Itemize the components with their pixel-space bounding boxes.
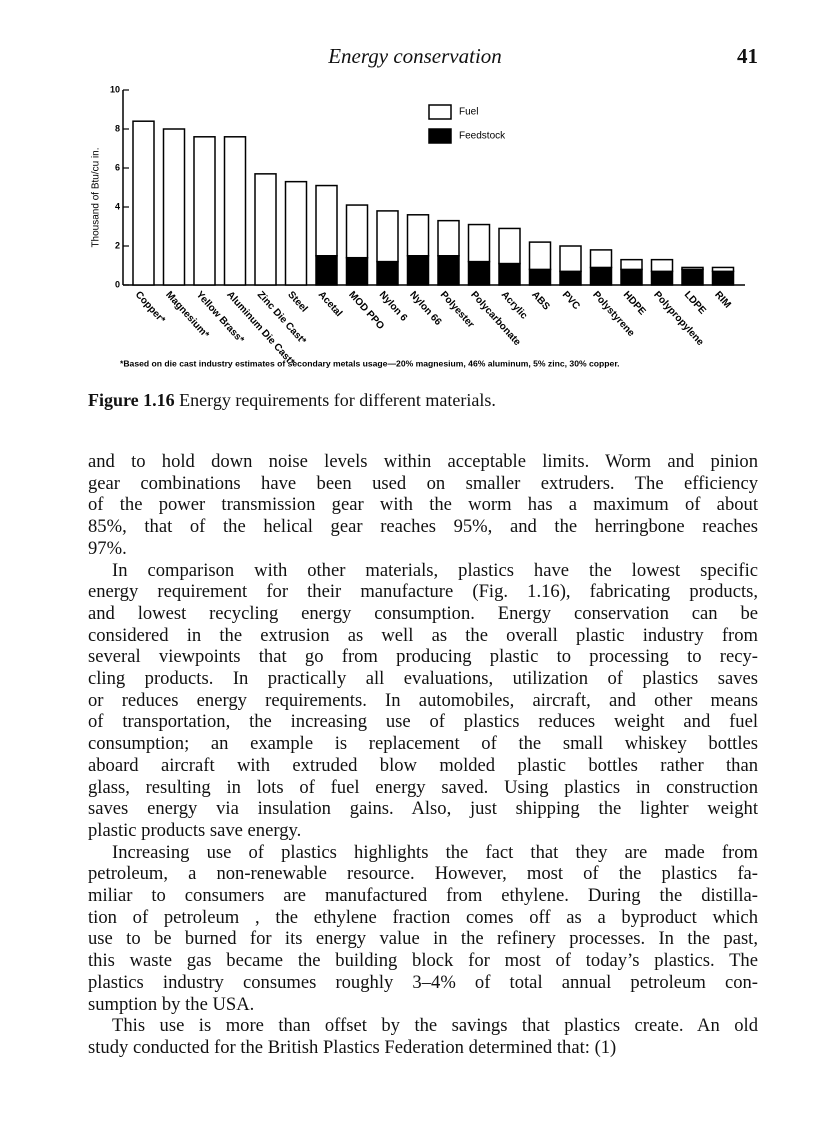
caption-label: Figure 1.16 xyxy=(88,390,175,410)
bar-segment xyxy=(559,270,582,286)
bar-segment xyxy=(162,128,186,286)
bar-segment xyxy=(711,270,735,286)
bar-segment xyxy=(315,255,338,286)
text-line: energy requirement for their manufacture… xyxy=(88,581,758,603)
bar-segment xyxy=(345,256,369,286)
bar-segment xyxy=(681,266,704,271)
text-line: In comparison with other materials, plas… xyxy=(112,559,758,581)
bar-segment xyxy=(711,266,735,273)
bar-segment xyxy=(620,258,643,271)
text-line: cling products. In practically all evalu… xyxy=(88,668,758,690)
text-line: considered in the extrusion as well as t… xyxy=(88,624,758,646)
bar-segment xyxy=(376,210,399,263)
bar-segment xyxy=(498,227,521,265)
text-line: or reduces energy requirements. In autom… xyxy=(88,689,758,711)
bar-segment xyxy=(437,219,460,257)
y-tick-label: 6 xyxy=(115,162,120,172)
y-tick-label: 0 xyxy=(115,279,120,289)
text-line: study conducted for the British Plastics… xyxy=(88,1036,617,1058)
text-line: aboard aircraft with extruded blow molde… xyxy=(88,754,758,776)
caption-text: Energy requirements for different materi… xyxy=(179,390,496,410)
y-tick-label: 8 xyxy=(115,123,120,133)
x-tick-label: PVC xyxy=(560,289,582,312)
bar-segment xyxy=(193,136,216,286)
bar-segment xyxy=(437,255,460,286)
text-line: several viewpoints that go from producin… xyxy=(88,646,758,668)
x-tick-label: RIM xyxy=(712,289,732,310)
x-tick-label: LDPE xyxy=(682,289,708,316)
bar-segment xyxy=(559,245,582,273)
x-tick-label: Copper* xyxy=(133,289,167,325)
bar-segment xyxy=(467,260,491,286)
running-title: Energy conservation xyxy=(328,44,502,68)
text-line: consumption; an example is replacement o… xyxy=(88,733,758,755)
figure-caption: Figure 1.16 Energy requirements for diff… xyxy=(88,390,496,411)
y-tick-label: 10 xyxy=(110,84,120,94)
bar-segment xyxy=(406,255,430,286)
text-line: use to be burned for its energy value in… xyxy=(88,928,758,950)
text-line: 85%, that of the helical gear reaches 95… xyxy=(88,516,758,538)
bar-segment xyxy=(345,204,369,259)
legend-label: Fuel xyxy=(459,107,478,118)
text-line: and lowest recycling energy consumption.… xyxy=(88,602,758,624)
bar-segment xyxy=(620,268,643,286)
bar-segment xyxy=(376,260,399,286)
x-tick-label: HDPE xyxy=(621,289,648,317)
bar-segment xyxy=(528,241,552,271)
y-tick-label: 2 xyxy=(115,240,120,250)
text-line: glass, resulting in lots of fuel energy … xyxy=(88,776,758,798)
bar-segment xyxy=(132,120,155,286)
x-tick-label: Steel xyxy=(285,289,309,314)
text-line: tion of petroleum , the ethylene fractio… xyxy=(88,906,758,928)
bar-segment xyxy=(528,268,552,286)
bar-segment xyxy=(406,214,430,257)
bar-segment xyxy=(315,184,338,257)
legend-swatch xyxy=(428,128,452,144)
text-line: miliar to consumers are manufactured fro… xyxy=(88,885,758,907)
text-line: and to hold down noise levels within acc… xyxy=(88,451,758,472)
bar-segment xyxy=(650,270,674,286)
bar-segment xyxy=(254,173,277,286)
bar-segment xyxy=(681,268,704,286)
bar-segment xyxy=(223,136,247,286)
y-axis-label: Thousand of Btu/cu in. xyxy=(91,147,102,247)
chart-footnote: *Based on die cast industry estimates of… xyxy=(120,358,620,368)
bar-segment xyxy=(284,180,308,286)
text-line: petroleum, a non-renewable resource. How… xyxy=(88,863,758,885)
bar-segment xyxy=(467,223,491,263)
text-line: sumption by the USA. xyxy=(88,993,255,1015)
bar-segment xyxy=(589,266,613,286)
text-line: plastics industry consumes roughly 3–4% … xyxy=(88,971,758,993)
legend-swatch xyxy=(428,104,452,120)
text-line: Increasing use of plastics highlights th… xyxy=(112,841,758,863)
text-line: This use is more than offset by the savi… xyxy=(112,1015,758,1037)
y-tick-label: 4 xyxy=(115,201,120,211)
text-line: this waste gas became the building block… xyxy=(88,950,758,972)
text-line: gear combinations have been used on smal… xyxy=(88,472,758,494)
text-line: saves energy via insulation gains. Also,… xyxy=(88,798,758,820)
text-line: of transportation, the increasing use of… xyxy=(88,711,758,733)
x-tick-label: Acrylic xyxy=(499,289,530,321)
x-tick-label: ABS xyxy=(529,289,552,312)
text-line: of the power transmission gear with the … xyxy=(88,494,758,516)
page-number: 41 xyxy=(737,44,758,68)
bar-segment xyxy=(589,249,613,269)
legend-label: Feedstock xyxy=(459,131,506,142)
text-line: 97%. xyxy=(88,537,127,559)
bar-segment xyxy=(650,258,674,273)
bar-segment xyxy=(498,262,521,286)
body-text: and to hold down noise levels within acc… xyxy=(88,451,758,1059)
text-line: plastic products save energy. xyxy=(88,819,302,841)
x-tick-label: Acetal xyxy=(316,289,344,319)
